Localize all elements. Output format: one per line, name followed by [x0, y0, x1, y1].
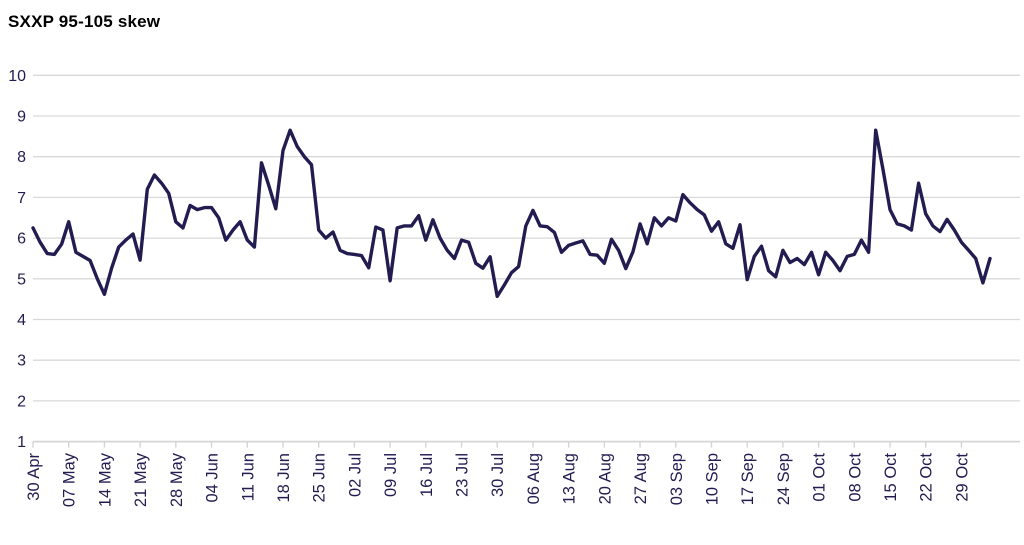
y-tick-label: 1	[17, 434, 26, 451]
x-tick-label: 09 Jul	[382, 453, 400, 497]
x-tick-label: 04 Jun	[204, 453, 222, 503]
y-tick-label: 2	[17, 393, 26, 410]
y-tick-label: 7	[17, 190, 26, 207]
y-tick-label: 4	[17, 312, 26, 329]
x-tick-label: 06 Aug	[525, 453, 543, 504]
x-tick-label: 01 Oct	[811, 453, 829, 502]
x-tick-label: 14 May	[96, 452, 114, 507]
chart-title: SXXP 95-105 skew	[8, 12, 161, 31]
x-tick-label: 15 Oct	[882, 453, 900, 502]
x-tick-label: 21 May	[132, 452, 150, 507]
x-tick-label: 16 Jul	[418, 453, 436, 497]
x-tick-label: 30 Apr	[25, 453, 43, 501]
x-tick-label: 02 Jul	[346, 453, 364, 497]
x-tick-label: 24 Sep	[775, 453, 793, 505]
x-tick-label: 18 Jun	[275, 453, 293, 503]
x-tick-label: 10 Sep	[703, 453, 721, 505]
y-tick-label: 8	[17, 149, 26, 166]
x-tick-label: 25 Jun	[311, 453, 329, 503]
x-tick-label: 07 May	[61, 452, 79, 507]
x-tick-label: 22 Oct	[918, 453, 936, 502]
x-tick-label: 13 Aug	[561, 453, 579, 504]
x-tick-label: 03 Sep	[668, 453, 686, 505]
x-tick-label: 17 Sep	[739, 453, 757, 505]
y-tick-label: 3	[17, 353, 26, 370]
y-tick-label: 10	[8, 68, 26, 85]
x-tick-label: 29 Oct	[953, 453, 971, 502]
x-tick-label: 30 Jul	[489, 453, 507, 497]
series-line	[31, 128, 992, 298]
x-tick-label: 27 Aug	[632, 453, 650, 504]
x-tick-label: 23 Jul	[454, 453, 472, 497]
y-tick-label: 6	[17, 231, 26, 248]
y-tick-label: 9	[17, 109, 26, 126]
x-tick-label: 20 Aug	[596, 453, 614, 504]
y-tick-label: 5	[17, 271, 26, 288]
x-tick-label: 08 Oct	[846, 453, 864, 502]
x-tick-label: 11 Jun	[239, 453, 257, 501]
x-tick-label: 28 May	[168, 452, 186, 507]
